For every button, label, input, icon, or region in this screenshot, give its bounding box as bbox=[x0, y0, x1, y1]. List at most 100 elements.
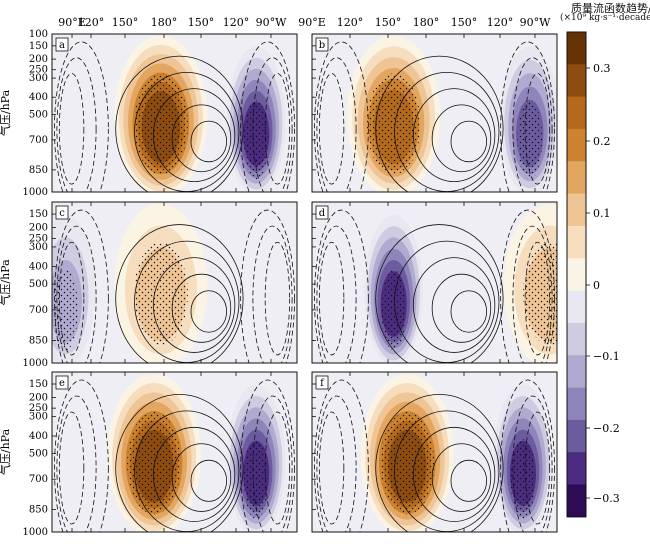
climatology-contour-dashed bbox=[240, 379, 295, 532]
pressure-tick-label: 500 bbox=[29, 449, 48, 460]
panel-c: c bbox=[51, 201, 298, 364]
climatology-contour-dashed bbox=[512, 57, 553, 192]
pressure-tick-label: 150 bbox=[29, 41, 48, 52]
longitude-label: 120° bbox=[337, 16, 364, 29]
climatology-contour-dashed bbox=[318, 411, 345, 525]
panel-letter: a bbox=[59, 40, 65, 51]
colorbar-segment bbox=[567, 484, 586, 518]
panel-d: d bbox=[311, 201, 558, 364]
climatology-contour-dashed bbox=[58, 73, 85, 185]
climatology-contour-dashed bbox=[264, 411, 291, 525]
pressure-tick-label: 200 bbox=[29, 392, 48, 403]
pressure-tick-label: 300 bbox=[29, 73, 48, 84]
colorbar-segment bbox=[567, 290, 586, 324]
longitude-label: 120° bbox=[223, 16, 250, 29]
panel-frame bbox=[51, 371, 298, 533]
climatology-contour bbox=[412, 257, 496, 353]
colorbar-title-line1: 质量流函数趋势/ bbox=[571, 2, 650, 15]
longitude-label: 120° bbox=[487, 16, 514, 29]
significance-stipple bbox=[517, 100, 543, 180]
climatology-contour-dashed bbox=[500, 379, 555, 532]
colorbar-tick-label: 0.2 bbox=[593, 135, 611, 148]
pressure-tick-label: 1000 bbox=[23, 527, 48, 538]
pressure-tick-label: 850 bbox=[29, 335, 48, 346]
panel-frame bbox=[311, 201, 558, 364]
climatology-contour-dashed bbox=[524, 411, 551, 525]
climatology-contour-dashed bbox=[314, 379, 369, 532]
significance-stipple bbox=[366, 73, 421, 175]
climatology-contour bbox=[450, 459, 488, 502]
climatology-contour bbox=[375, 394, 504, 532]
panel-letter: e bbox=[59, 378, 65, 389]
colorbar-segment bbox=[567, 193, 586, 227]
climatology-contour bbox=[431, 443, 492, 512]
climatology-contour-dashed bbox=[58, 241, 85, 356]
significance-stipple bbox=[380, 412, 435, 515]
pressure-tick-label: 700 bbox=[29, 135, 48, 146]
climatology-contour-dashed bbox=[240, 209, 295, 363]
climatology-contour bbox=[171, 443, 232, 512]
climatology-contour bbox=[431, 104, 492, 173]
climatology-contour-dashed bbox=[314, 209, 369, 363]
panel-a: a bbox=[51, 33, 298, 193]
colorbar-tick-label: 0 bbox=[593, 279, 600, 292]
climatology-contour bbox=[190, 290, 228, 333]
longitude-label: 150° bbox=[112, 16, 139, 29]
y-axis-title: 气压/hPa bbox=[0, 428, 12, 475]
colorbar-tick-label: −0.1 bbox=[593, 350, 620, 363]
pressure-tick-label: 100 bbox=[29, 29, 48, 40]
colorbar-segment bbox=[567, 64, 586, 98]
longitude-label: 90°W bbox=[520, 16, 551, 29]
pressure-tick-label: 300 bbox=[29, 412, 48, 423]
panel-f: f bbox=[311, 371, 558, 533]
climatology-contour bbox=[115, 55, 244, 192]
pressure-tick-label: 200 bbox=[29, 223, 48, 234]
climatology-contour bbox=[450, 120, 488, 163]
climatology-contour bbox=[190, 459, 228, 502]
panel-letter-box bbox=[315, 37, 329, 52]
pressure-tick-label: 250 bbox=[29, 233, 48, 244]
colorbar-tick-label: −0.3 bbox=[593, 492, 620, 505]
climatology-contour-dashed bbox=[316, 225, 357, 363]
longitude-label: 180° bbox=[413, 16, 440, 29]
pressure-tick-label: 500 bbox=[29, 110, 48, 121]
climatology-contour-dashed bbox=[314, 41, 369, 192]
colorbar-segment bbox=[567, 355, 586, 388]
panel-e: e bbox=[51, 371, 298, 533]
climatology-contour-dashed bbox=[316, 395, 357, 532]
y-axis-title: 气压/hPa bbox=[0, 89, 12, 136]
longitude-label: 120° bbox=[78, 16, 105, 29]
climatology-contour bbox=[115, 394, 244, 532]
pressure-tick-label: 150 bbox=[29, 379, 48, 390]
longitude-label: 90°E bbox=[58, 16, 86, 29]
climatology-contour-dashed bbox=[264, 241, 291, 356]
climatology-contour bbox=[412, 426, 496, 522]
colorbar-segment bbox=[567, 128, 586, 162]
pressure-tick-label: 250 bbox=[29, 403, 48, 414]
significance-stipple bbox=[133, 73, 188, 175]
longitude-label: 90°W bbox=[256, 16, 287, 29]
colorbar-tick-label: −0.2 bbox=[593, 422, 620, 435]
colorbar-segment bbox=[567, 96, 586, 130]
colorbar-segment bbox=[567, 387, 586, 421]
climatology-contour bbox=[375, 55, 504, 192]
panel-letter: b bbox=[319, 40, 325, 51]
climatology-contour-dashed bbox=[524, 73, 551, 185]
longitude-label: 150° bbox=[451, 16, 478, 29]
colorbar-segment bbox=[567, 161, 586, 195]
colorbar-tick-label: 0.3 bbox=[593, 62, 611, 75]
climatology-contour-dashed bbox=[54, 379, 109, 532]
significance-stipple bbox=[381, 269, 406, 351]
climatology-contour bbox=[431, 273, 492, 343]
pressure-tick-label: 300 bbox=[29, 242, 48, 253]
climatology-contour-dashed bbox=[318, 241, 345, 356]
climatology-contour bbox=[450, 290, 488, 333]
climatology-contour-dashed bbox=[56, 395, 97, 532]
pressure-tick-label: 700 bbox=[29, 474, 48, 485]
climatology-contour bbox=[190, 120, 228, 163]
longitude-label: 180° bbox=[151, 16, 178, 29]
colorbar-frame bbox=[566, 31, 587, 518]
pressure-tick-label: 500 bbox=[29, 279, 48, 290]
panel-frame bbox=[51, 33, 298, 193]
panel-letter-box bbox=[55, 375, 69, 390]
